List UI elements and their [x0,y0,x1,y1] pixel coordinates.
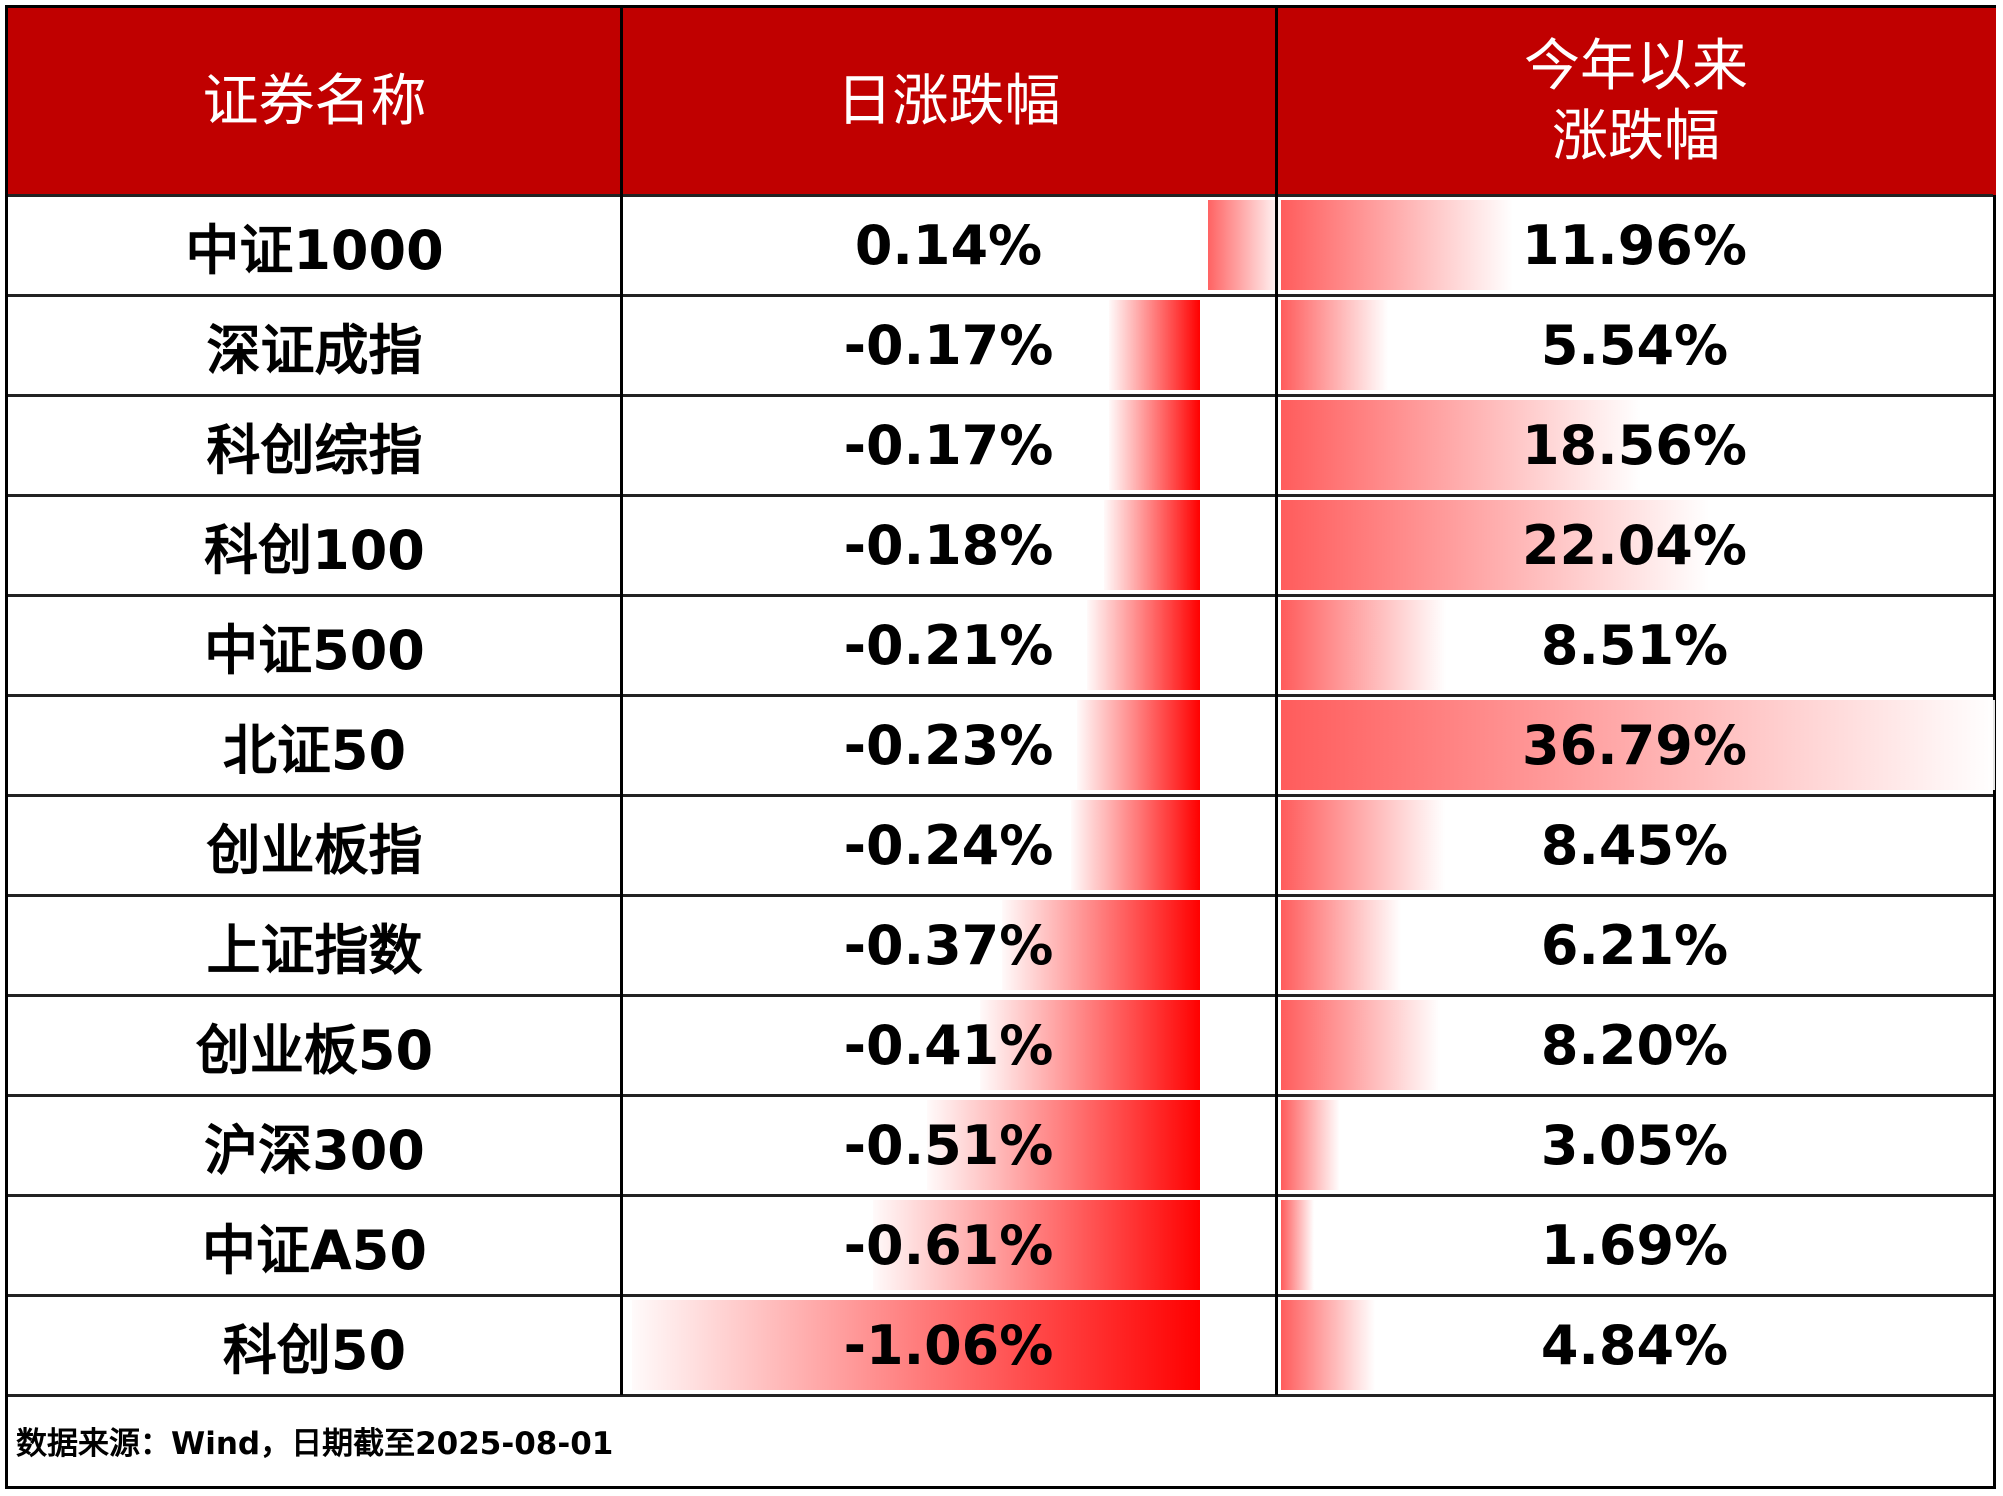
ytd-change-bar [1281,600,1447,690]
ytd-change-label: 6.21% [1540,913,1729,977]
security-name: 科创50 [222,1318,407,1382]
row-divider [8,294,1993,297]
daily-change-label: -0.18% [843,513,1054,577]
daily-change-bar [1071,800,1200,890]
daily-change-label: -0.61% [843,1213,1054,1277]
header-security-name: 证券名称 [8,8,621,195]
daily-change-bar [1108,300,1200,390]
row-divider [8,594,1993,597]
ytd-change-bar [1281,800,1445,890]
row-divider [8,894,1993,897]
row-divider [8,394,1993,397]
ytd-change-bar [1281,1000,1441,1090]
row-divider [8,1194,1993,1197]
row-divider [8,794,1993,797]
ytd-change-label: 8.45% [1540,813,1729,877]
daily-change-label: -0.41% [843,1013,1054,1077]
row-divider [8,494,1993,497]
row-divider [8,1294,1993,1297]
ytd-change-bar [1281,200,1514,290]
daily-change-bar [873,1200,1200,1290]
header-daily-change: 日涨跌幅 [621,8,1276,195]
security-name: 深证成指 [206,318,423,382]
security-name: 上证指数 [206,918,423,982]
ytd-change-bar [1281,700,1995,790]
daily-change-bar [1108,400,1200,490]
ytd-change-label: 22.04% [1522,513,1747,577]
row-divider [8,194,1993,197]
ytd-change-label: 5.54% [1540,313,1729,377]
row-divider [8,1394,1993,1397]
security-name: 创业板指 [206,818,423,882]
daily-change-label: -0.17% [843,413,1054,477]
footnote: 数据来源：Wind，日期截至2025-08-01 [16,1426,614,1462]
header-ytd-change: 今年以来 涨跌幅 [1276,8,1996,195]
ytd-change-bar [1281,1100,1341,1190]
daily-change-label: -0.24% [843,813,1054,877]
row-divider [8,1094,1993,1097]
security-name: 北证50 [222,718,407,782]
daily-change-label: -0.37% [843,913,1054,977]
daily-change-label: -0.51% [843,1113,1054,1177]
row-divider [8,994,1993,997]
security-name: 创业板50 [195,1018,434,1082]
ytd-change-label: 8.20% [1540,1013,1729,1077]
daily-change-bar [1001,900,1200,990]
daily-change-bar [926,1100,1200,1190]
ytd-change-bar [1281,1300,1375,1390]
ytd-change-bar [1281,900,1402,990]
security-name: 科创综指 [206,418,423,482]
ytd-change-label: 18.56% [1522,413,1747,477]
security-name: 中证1000 [185,218,444,282]
ytd-change-label: 4.84% [1540,1313,1729,1377]
ytd-change-label: 3.05% [1540,1113,1729,1177]
index-performance-table: 证券名称 日涨跌幅 今年以来 涨跌幅 中证1000 0.14% 11.96% 深证成指… [5,5,1996,1489]
ytd-change-bar [1281,1200,1314,1290]
daily-change-bar [1087,600,1200,690]
security-name: 中证500 [204,618,425,682]
daily-change-bar [1076,700,1200,790]
ytd-change-label: 11.96% [1522,213,1747,277]
security-name: 科创100 [204,518,425,582]
daily-change-label: -0.21% [843,613,1054,677]
daily-change-label: -0.23% [843,713,1054,777]
column-divider [1275,8,1278,1395]
daily-change-bar [1103,500,1200,590]
daily-change-bar [980,1000,1200,1090]
security-name: 沪深300 [204,1118,425,1182]
ytd-change-label: 1.69% [1540,1213,1729,1277]
ytd-change-bar [1281,400,1642,490]
row-divider [8,694,1993,697]
ytd-change-bar [1281,500,1709,590]
ytd-change-label: 36.79% [1522,713,1747,777]
ytd-change-bar [1281,300,1389,390]
daily-change-label: -1.06% [843,1313,1054,1377]
ytd-change-label: 8.51% [1540,613,1729,677]
daily-change-bar [1208,200,1284,290]
daily-change-label: 0.14% [854,213,1043,277]
security-name: 中证A50 [202,1218,427,1282]
column-divider [620,8,623,1395]
daily-change-label: -0.17% [843,313,1054,377]
daily-change-bar [631,1300,1200,1390]
